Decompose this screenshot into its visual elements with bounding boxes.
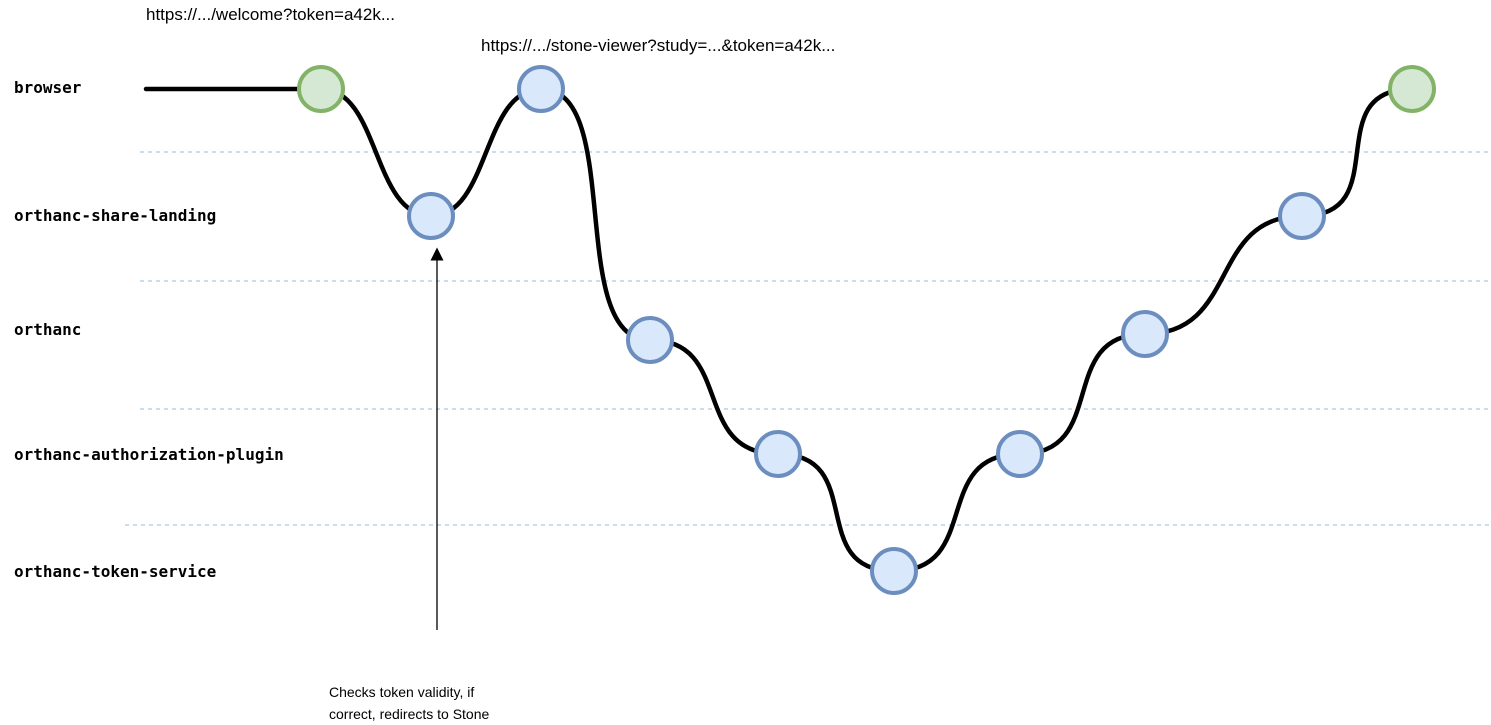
lane-label-authorization-plugin: orthanc-authorization-plugin bbox=[14, 445, 284, 464]
note-text-line-1: Checks token validity, if bbox=[329, 684, 474, 700]
browser-viewer-node bbox=[517, 65, 565, 113]
lane-label-share-landing: orthanc-share-landing bbox=[14, 206, 216, 225]
token-service-validate-node bbox=[870, 547, 918, 595]
share-landing-check-node bbox=[407, 192, 455, 240]
lane-label-token-service: orthanc-token-service bbox=[14, 562, 216, 581]
note-text-line-2: correct, redirects to Stone bbox=[329, 706, 490, 722]
browser-start-node bbox=[297, 65, 345, 113]
stone-viewer-url-label: https://.../stone-viewer?study=...&token… bbox=[481, 36, 835, 55]
authorization-request-node bbox=[754, 430, 802, 478]
lane-label-browser: browser bbox=[14, 78, 81, 97]
flow-path bbox=[143, 86, 1415, 574]
browser-end-node bbox=[1388, 65, 1436, 113]
orthanc-response-node bbox=[1121, 310, 1169, 358]
welcome-url-label: https://.../welcome?token=a42k... bbox=[146, 5, 395, 24]
orthanc-request-node bbox=[626, 316, 674, 364]
lane-label-orthanc: orthanc bbox=[14, 320, 81, 339]
share-landing-response-node bbox=[1278, 192, 1326, 240]
authorization-response-node bbox=[996, 430, 1044, 478]
